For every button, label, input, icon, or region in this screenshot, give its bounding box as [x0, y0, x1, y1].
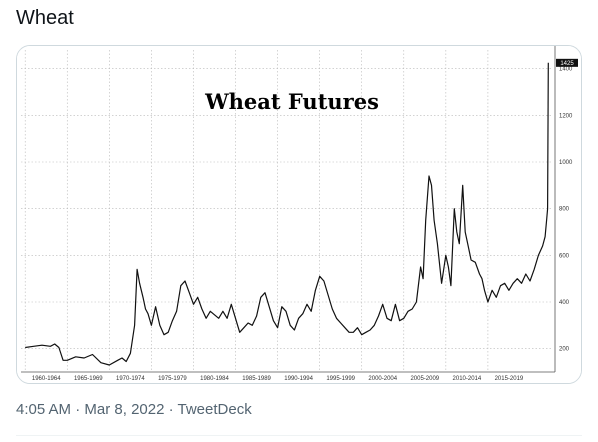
- series-line-wheat: [25, 62, 549, 366]
- y-tick-label: 600: [559, 253, 570, 259]
- tweet-media-image[interactable]: 200 400 600 800 1000 1200 1400 1960-1964 1965-19…: [16, 45, 582, 384]
- y-tick-label: 1000: [559, 160, 573, 166]
- tweet-divider: [16, 435, 582, 436]
- x-tick-label: 2000-2004: [368, 376, 397, 382]
- y-tick-label: 800: [559, 207, 570, 213]
- meta-separator: ·: [75, 401, 81, 418]
- chart-title: Wheat Futures: [204, 89, 379, 114]
- tweet-meta: 4:05 AM · Mar 8, 2022 · TweetDeck: [16, 401, 252, 418]
- last-value-label-group: 1425: [556, 58, 578, 67]
- wheat-futures-chart: 200 400 600 800 1000 1200 1400 1960-1964 1965-19…: [17, 46, 581, 383]
- last-value-badge: [556, 58, 578, 67]
- x-tick-label: 1985-1989: [242, 376, 271, 382]
- x-tick-label: 1965-1969: [74, 376, 103, 382]
- x-tick-label: 2015-2019: [495, 376, 524, 382]
- x-tick-label: 1970-1974: [116, 376, 145, 382]
- x-tick-label: 1980-1984: [200, 376, 229, 382]
- y-tick-label: 1400: [559, 67, 573, 73]
- meta-separator: ·: [168, 401, 174, 418]
- x-tick-label: 2010-2014: [453, 376, 482, 382]
- x-tick-label: 1960-1964: [32, 376, 61, 382]
- x-tick-label: 1975-1979: [158, 376, 187, 382]
- tweet-source[interactable]: TweetDeck: [177, 401, 252, 418]
- tweet-text: Wheat: [16, 7, 74, 29]
- y-tick-label: 1200: [559, 113, 573, 119]
- y-tick-label: 200: [559, 347, 570, 353]
- y-tick-label: 400: [559, 300, 570, 306]
- last-value-label: 1425: [560, 61, 574, 67]
- x-tick-label: 1995-1999: [326, 376, 355, 382]
- chart-series: [25, 62, 549, 366]
- chart-axes: 200 400 600 800 1000 1200 1400 1960-1964 1965-19…: [21, 46, 573, 382]
- tweet-date[interactable]: Mar 8, 2022: [84, 401, 165, 418]
- x-tick-label: 1990-1994: [284, 376, 313, 382]
- tweet-time[interactable]: 4:05 AM: [16, 401, 72, 418]
- chart-grid: [21, 50, 551, 372]
- x-tick-label: 2005-2009: [410, 376, 439, 382]
